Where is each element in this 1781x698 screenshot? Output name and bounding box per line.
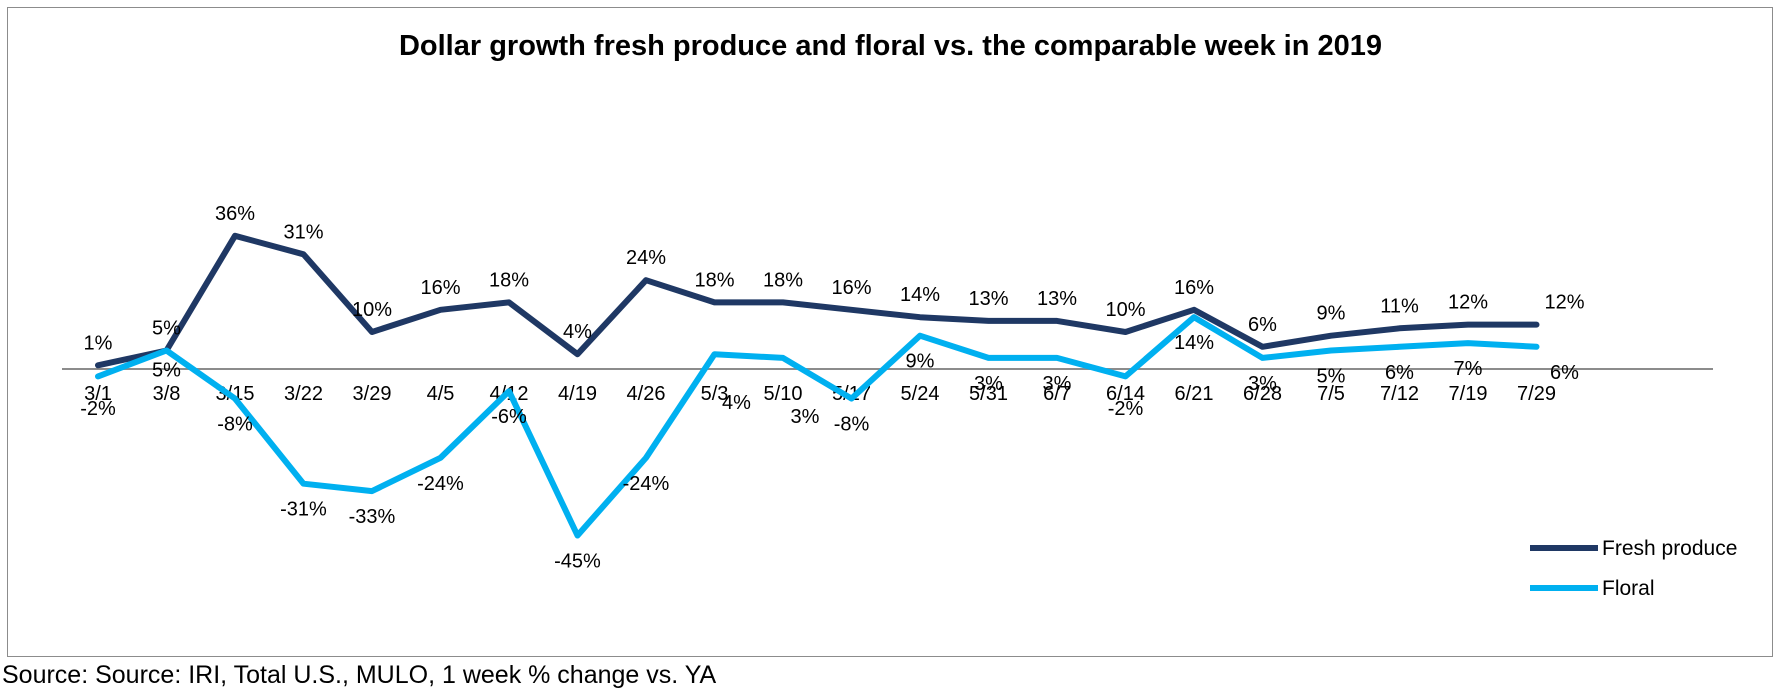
fresh-produce-legend-label: Fresh produce <box>1602 537 1737 560</box>
x-tick-label: 5/31 <box>969 383 1008 405</box>
x-tick-label: 6/28 <box>1243 383 1282 405</box>
x-tick-label: 5/3 <box>701 383 729 405</box>
x-tick-label: 3/29 <box>353 383 392 405</box>
chart-title: Dollar growth fresh produce and floral v… <box>398 30 1383 62</box>
fresh-produce-data-label: 10% <box>352 299 392 321</box>
fresh-produce-data-label: 18% <box>489 269 529 291</box>
floral-legend-label: Floral <box>1602 577 1655 600</box>
x-tick-label: 5/24 <box>901 383 940 405</box>
fresh-produce-data-label: 12% <box>1448 292 1488 314</box>
fresh-produce-data-label: 9% <box>1317 303 1346 325</box>
chart-frame <box>7 7 1773 657</box>
x-tick-label: 3/1 <box>84 383 112 405</box>
x-tick-label: 7/19 <box>1449 383 1488 405</box>
fresh-produce-data-label: 6% <box>1248 314 1277 336</box>
floral-data-label: -2% <box>80 398 116 420</box>
floral-data-label: 5% <box>1317 366 1346 388</box>
fresh-produce-data-label: 36% <box>215 203 255 225</box>
floral-data-label: 6% <box>1550 362 1579 384</box>
fresh-produce-data-label: 16% <box>831 277 871 299</box>
fresh-produce-data-label: 13% <box>1037 288 1077 310</box>
floral-data-label: 14% <box>1174 332 1214 354</box>
fresh-produce-data-label: 5% <box>152 318 181 340</box>
fresh-produce-data-label: 4% <box>563 321 592 343</box>
floral-data-label: -31% <box>280 499 327 521</box>
floral-data-label: 3% <box>1248 373 1277 395</box>
x-tick-label: 6/21 <box>1175 383 1214 405</box>
floral-data-label: -45% <box>554 551 601 573</box>
floral-data-label: 3% <box>974 373 1003 395</box>
x-tick-label: 6/7 <box>1043 383 1071 405</box>
x-tick-label: 4/19 <box>558 383 597 405</box>
fresh-produce-data-label: 31% <box>283 221 323 243</box>
fresh-produce-line <box>95 232 1540 369</box>
fresh-produce-data-label: 24% <box>626 247 666 269</box>
x-tick-label: 4/5 <box>427 383 455 405</box>
floral-data-label: -8% <box>217 414 253 436</box>
floral-data-label: -8% <box>834 414 870 436</box>
fresh-produce-data-label: 12% <box>1544 292 1584 314</box>
floral-data-label: 4% <box>722 392 751 414</box>
floral-data-label: 3% <box>791 406 820 428</box>
fresh-produce-data-label: 10% <box>1105 299 1145 321</box>
floral-data-label: 5% <box>152 360 181 382</box>
floral-data-label: -33% <box>349 506 396 528</box>
floral-data-label: -24% <box>417 473 464 495</box>
x-tick-label: 7/5 <box>1317 383 1345 405</box>
fresh-produce-data-label: 16% <box>420 277 460 299</box>
x-tick-label: 6/14 <box>1106 383 1145 405</box>
floral-data-label: -2% <box>1108 398 1144 420</box>
fresh-produce-data-label: 14% <box>900 284 940 306</box>
x-tick-label: 3/8 <box>153 383 181 405</box>
x-tick-label: 4/26 <box>627 383 666 405</box>
fresh-produce-data-label: 18% <box>763 269 803 291</box>
x-tick-label: 5/10 <box>764 383 803 405</box>
floral-line <box>95 314 1540 539</box>
floral-data-label: 7% <box>1454 358 1483 380</box>
floral-data-label: -6% <box>491 406 527 428</box>
fresh-produce-data-label: 13% <box>968 288 1008 310</box>
x-tick-label: 7/29 <box>1517 383 1556 405</box>
floral-data-label: 6% <box>1385 362 1414 384</box>
fresh-produce-data-label: 1% <box>84 332 113 354</box>
source-note: Source: Source: IRI, Total U.S., MULO, 1… <box>2 661 717 689</box>
x-tick-label: 7/12 <box>1380 383 1419 405</box>
floral-data-label: 3% <box>1043 373 1072 395</box>
fresh-produce-data-label: 18% <box>694 269 734 291</box>
floral-data-label: -24% <box>623 473 670 495</box>
floral-data-label: 9% <box>906 351 935 373</box>
fresh-produce-data-label: 11% <box>1380 295 1419 317</box>
fresh-produce-data-label: 16% <box>1174 277 1214 299</box>
x-tick-label: 3/22 <box>284 383 323 405</box>
